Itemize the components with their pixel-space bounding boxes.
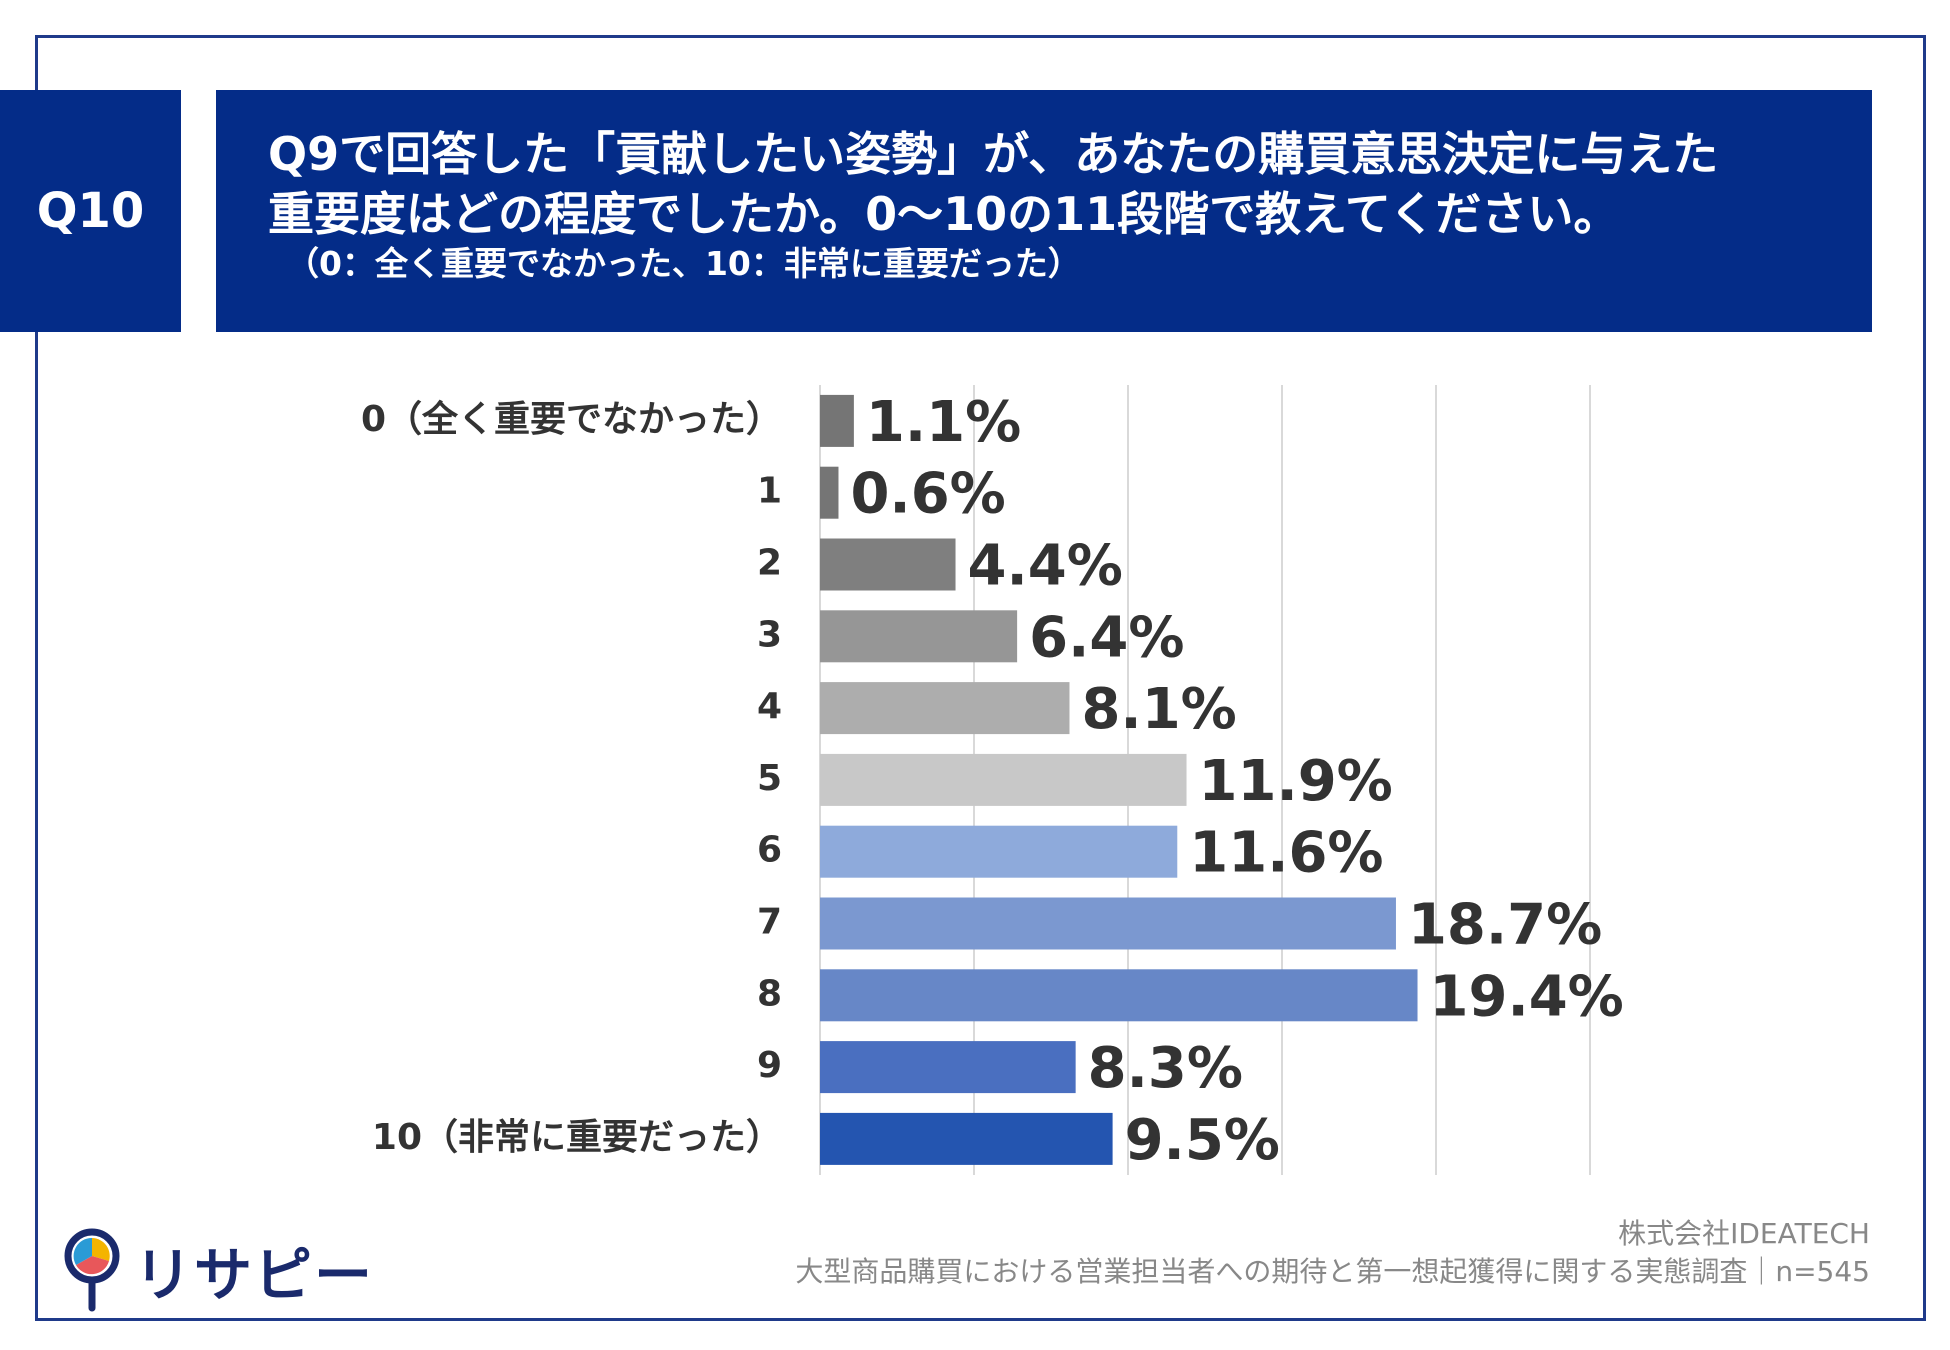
- source-company: 株式会社IDEATECH: [1618, 1217, 1870, 1250]
- bar-9: [820, 1041, 1076, 1094]
- bar-8: [820, 969, 1418, 1022]
- category-label-5: 5: [757, 758, 782, 799]
- bar-7: [820, 897, 1396, 950]
- bar-1: [820, 466, 839, 519]
- source-note: 株式会社IDEATECH 大型商品購買における営業担当者への期待と第一想起獲得に…: [795, 1215, 1870, 1291]
- value-label-2: 4.4%: [968, 534, 1123, 599]
- bar-chart: 0（全く重要でなかった） 1.1% 1 0.6% 2 4.4% 3 6.4% 4 8.1% 5 11.…: [361, 385, 1624, 1175]
- bar-0: [820, 394, 854, 447]
- question-line-2: 重要度はどの程度でしたか。0～10の11段階で教えてください。: [268, 187, 1620, 241]
- category-label-10: 10（非常に重要だった）: [372, 1117, 782, 1158]
- value-label-4: 8.1%: [1081, 677, 1236, 742]
- source-survey: 大型商品購買における営業担当者への期待と第一想起獲得に関する実態調査｜n=545: [795, 1255, 1870, 1288]
- value-label-5: 11.9%: [1199, 749, 1393, 814]
- category-label-4: 4: [757, 686, 782, 727]
- category-label-3: 3: [757, 614, 782, 655]
- logo-text: リサピー: [134, 1241, 375, 1309]
- value-label-1: 0.6%: [850, 462, 1005, 527]
- bar-3: [820, 610, 1018, 663]
- value-label-9: 8.3%: [1088, 1036, 1243, 1101]
- brand-logo: リサピー: [62, 1228, 374, 1312]
- value-label-0: 1.1%: [866, 390, 1021, 455]
- bar-10: [820, 1112, 1113, 1165]
- question-id: Q10: [36, 183, 145, 239]
- bar-5: [820, 753, 1187, 806]
- chart-frame: [35, 35, 1926, 1321]
- category-label-9: 9: [757, 1045, 782, 1086]
- value-label-8: 19.4%: [1430, 964, 1624, 1029]
- category-label-8: 8: [757, 973, 782, 1014]
- bar-4: [820, 682, 1070, 735]
- logo-icon: [64, 1228, 120, 1312]
- category-label-0: 0（全く重要でなかった）: [361, 398, 782, 440]
- question-note: （0：全く重要でなかった、10：非常に重要だった）: [286, 244, 1081, 283]
- question-line-1: Q9で回答した「貢献したい姿勢」が、あなたの購買意思決定に与えた: [268, 127, 1719, 181]
- category-label-2: 2: [757, 543, 782, 584]
- category-label-6: 6: [757, 830, 782, 871]
- value-label-3: 6.4%: [1029, 605, 1184, 670]
- bar-2: [820, 538, 956, 591]
- value-label-10: 9.5%: [1125, 1108, 1280, 1173]
- question-box: Q9で回答した「貢献したい姿勢」が、あなたの購買意思決定に与えた 重要度はどの程…: [216, 90, 1872, 332]
- category-label-1: 1: [757, 471, 782, 512]
- value-label-7: 18.7%: [1408, 893, 1602, 958]
- question-number: Q10: [0, 90, 181, 332]
- bar-6: [820, 825, 1178, 878]
- value-label-6: 11.6%: [1189, 821, 1383, 886]
- category-label-7: 7: [757, 902, 782, 943]
